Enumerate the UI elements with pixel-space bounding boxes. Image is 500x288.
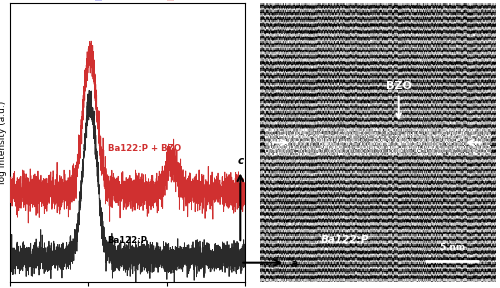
Y-axis label: log intensity (a.u.): log intensity (a.u.) xyxy=(0,101,7,184)
Text: a: a xyxy=(290,259,298,269)
Text: Ba122:P: Ba122:P xyxy=(108,236,148,245)
Text: 5 nm: 5 nm xyxy=(440,243,465,252)
Text: Ba122:P: Ba122:P xyxy=(321,235,370,245)
Text: BZO: BZO xyxy=(386,81,411,118)
Text: Ba122:P + BZO: Ba122:P + BZO xyxy=(108,144,181,153)
Text: c: c xyxy=(237,156,244,166)
